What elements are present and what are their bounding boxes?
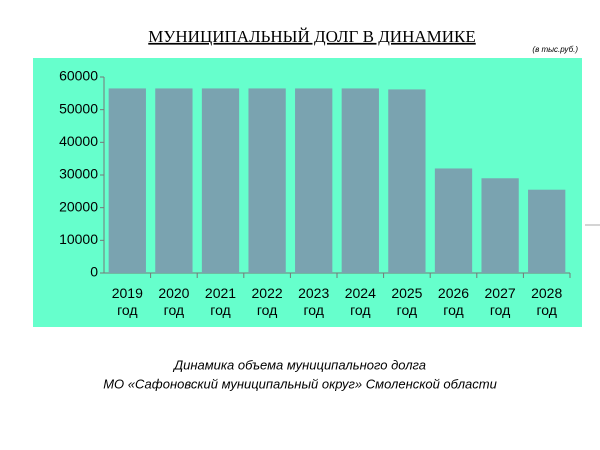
x-tick-label: 2026 год bbox=[437, 285, 470, 318]
bar bbox=[295, 88, 333, 273]
bar bbox=[248, 88, 286, 273]
bar bbox=[108, 88, 146, 273]
x-tick-label: 2024 год bbox=[344, 285, 376, 318]
caption: Динамика объема муниципального долга bbox=[172, 357, 426, 372]
chart-title: МУНИЦИПАЛЬНЫЙ ДОЛГ В ДИНАМИКЕ bbox=[148, 27, 476, 46]
x-tick-label: 2022 год bbox=[251, 285, 283, 318]
bar bbox=[528, 189, 566, 273]
y-tick-label: 10000 bbox=[59, 231, 98, 247]
y-tick-label: 50000 bbox=[59, 100, 98, 116]
y-tick-label: 20000 bbox=[59, 198, 98, 214]
x-tick-label: 2028 год bbox=[531, 285, 563, 318]
y-tick-label: 0 bbox=[90, 264, 98, 280]
y-tick-label: 60000 bbox=[59, 68, 98, 84]
bar bbox=[341, 88, 379, 273]
bar bbox=[155, 88, 193, 273]
x-tick-label: 2025 год bbox=[391, 285, 423, 318]
x-tick-label: 2019 год bbox=[111, 285, 143, 318]
bar bbox=[434, 168, 473, 273]
bar bbox=[388, 89, 426, 273]
y-tick-label: 30000 bbox=[59, 166, 98, 182]
x-tick-label: 2027 год bbox=[484, 285, 516, 318]
y-tick-label: 40000 bbox=[59, 133, 98, 149]
x-tick-label: 2023 год bbox=[298, 285, 330, 318]
unit-note: (в тыс.руб.) bbox=[532, 45, 578, 54]
x-tick-label: 2021 год bbox=[204, 285, 237, 318]
caption: МО «Сафоновский муниципальный округ» Смо… bbox=[103, 376, 497, 391]
x-tick-label: 2020 год bbox=[158, 285, 190, 318]
bar bbox=[481, 178, 519, 273]
bar bbox=[201, 88, 240, 273]
